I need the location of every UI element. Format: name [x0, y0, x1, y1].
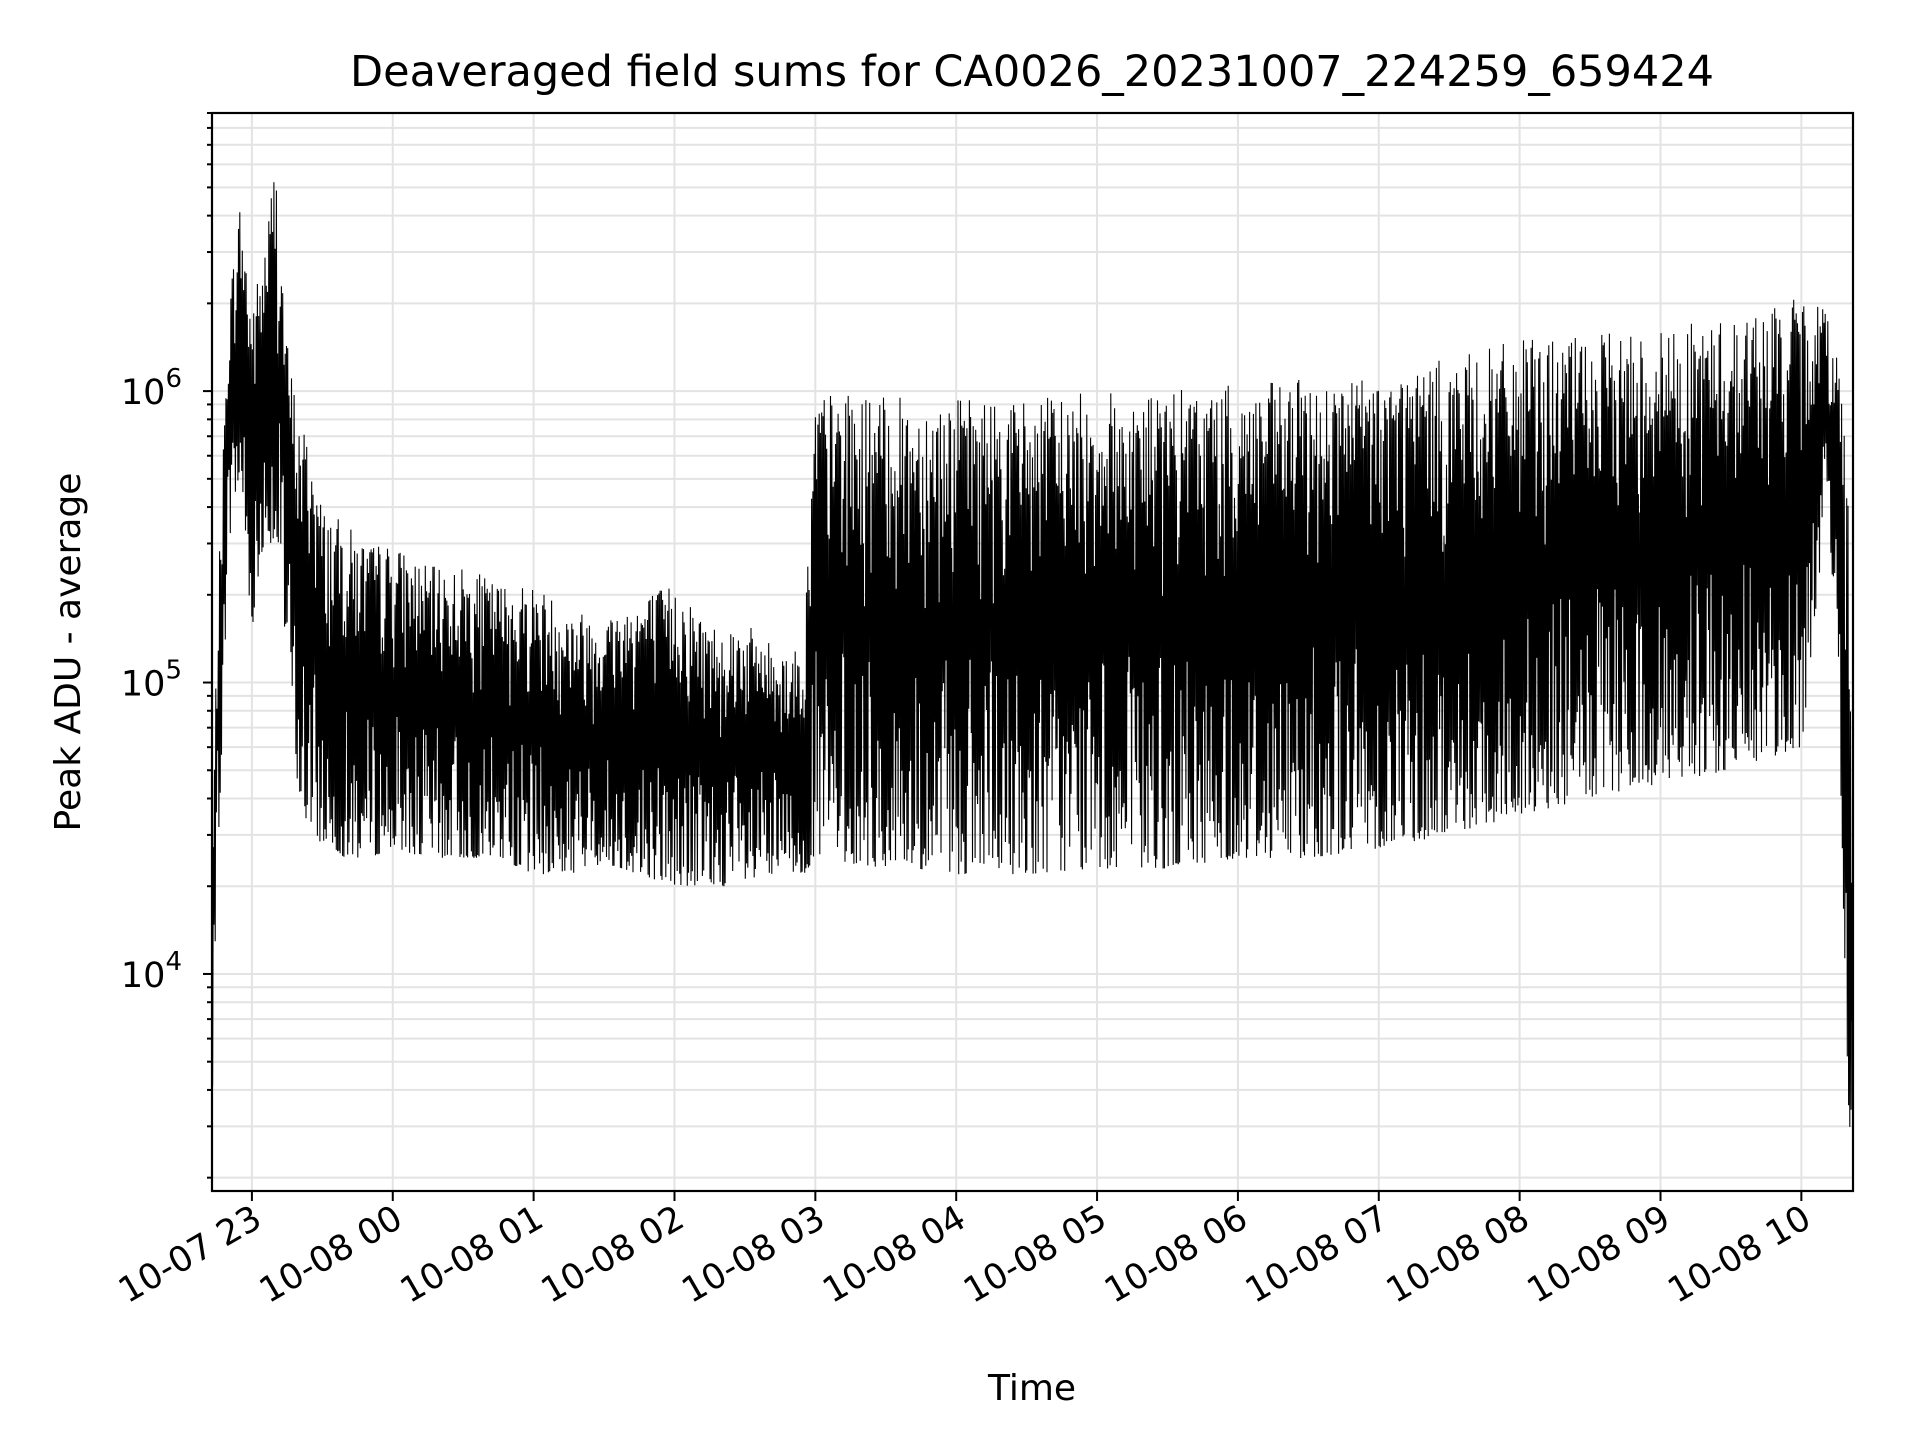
y-tick-label: 104: [121, 947, 182, 996]
y-axis-label: Peak ADU - average: [48, 473, 89, 832]
y-tick-label: 106: [121, 364, 182, 413]
chart-title: Deaveraged field sums for CA0026_2023100…: [350, 47, 1714, 97]
series-line: [211, 182, 1854, 1127]
x-axis-label: Time: [987, 1368, 1076, 1409]
y-tick-label: 105: [121, 656, 182, 705]
y-axis: 104 105 106: [121, 112, 212, 1179]
series-peak-adu: [211, 182, 1854, 1127]
plot-area-frame: [210, 111, 1855, 1193]
